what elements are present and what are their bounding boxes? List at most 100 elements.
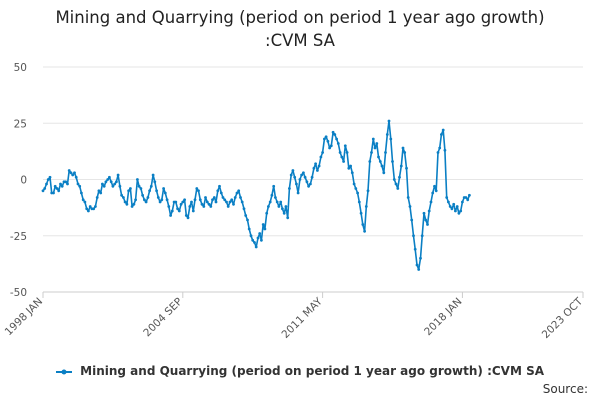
- x-tick-label: 1998 JAN: [3, 296, 45, 338]
- data-point: [452, 202, 456, 206]
- data-point: [291, 169, 295, 172]
- data-point: [205, 200, 209, 204]
- data-point: [275, 200, 279, 204]
- data-point: [329, 144, 333, 148]
- data-point: [396, 187, 400, 190]
- data-point: [167, 205, 171, 208]
- data-point: [104, 180, 108, 184]
- data-point: [254, 245, 258, 249]
- data-point: [434, 189, 438, 193]
- data-point: [76, 182, 80, 186]
- data-point: [235, 191, 239, 195]
- data-point: [92, 207, 96, 211]
- data-point: [312, 166, 316, 170]
- data-point: [111, 184, 115, 188]
- data-point: [209, 205, 213, 208]
- data-point: [120, 193, 123, 197]
- data-point: [118, 184, 122, 188]
- data-point: [399, 164, 403, 168]
- data-point: [336, 142, 340, 145]
- data-point: [364, 205, 368, 208]
- data-point: [198, 198, 202, 202]
- data-point: [129, 187, 132, 190]
- data-point: [163, 191, 167, 195]
- data-point: [375, 142, 379, 145]
- data-point: [284, 205, 288, 208]
- data-point: [139, 187, 143, 190]
- data-point: [408, 205, 412, 208]
- data-point: [450, 207, 454, 211]
- data-point: [296, 191, 300, 195]
- data-point: [340, 155, 344, 159]
- data-point: [352, 182, 356, 186]
- data-point: [162, 187, 166, 190]
- data-point: [420, 234, 424, 238]
- y-tick-label: -50: [10, 287, 27, 299]
- data-point: [286, 216, 290, 220]
- data-point: [422, 211, 426, 215]
- data-point: [204, 196, 207, 199]
- legend[interactable]: Mining and Quarrying (period on period 1…: [0, 364, 600, 378]
- data-point: [195, 187, 199, 190]
- data-point: [45, 182, 48, 186]
- data-point: [59, 182, 62, 186]
- data-point: [228, 200, 232, 204]
- data-point: [55, 187, 59, 190]
- data-point: [406, 196, 410, 199]
- y-tick-label: 0: [20, 175, 27, 187]
- data-point: [253, 241, 256, 244]
- data-point: [293, 175, 297, 179]
- data-point: [317, 164, 321, 168]
- data-point: [141, 193, 145, 197]
- data-point: [74, 175, 78, 179]
- data-point: [429, 200, 433, 204]
- data-point: [427, 209, 431, 213]
- data-point: [303, 175, 307, 179]
- data-point: [122, 196, 125, 199]
- data-point: [218, 184, 221, 188]
- data-point: [53, 184, 57, 188]
- data-point: [345, 151, 349, 154]
- data-point: [295, 182, 298, 186]
- data-point: [102, 184, 106, 188]
- data-point: [347, 166, 351, 170]
- data-point: [398, 175, 401, 179]
- data-point: [263, 227, 267, 231]
- data-point: [176, 207, 180, 211]
- data-point: [73, 171, 76, 175]
- data-point: [305, 180, 309, 184]
- data-point: [333, 133, 337, 136]
- data-point: [464, 196, 468, 199]
- data-point: [274, 196, 277, 199]
- chart-title-line-1: Mining and Quarrying (period on period 1…: [55, 8, 545, 27]
- data-point: [94, 205, 97, 208]
- data-point: [363, 229, 366, 233]
- data-point: [132, 202, 136, 206]
- x-tick-label: 2004 SEP: [141, 296, 185, 340]
- data-point: [300, 173, 303, 177]
- data-point: [382, 171, 386, 175]
- data-point: [99, 191, 103, 195]
- data-point: [350, 171, 354, 175]
- data-point: [181, 200, 185, 204]
- data-point: [249, 234, 253, 238]
- data-point: [155, 189, 159, 193]
- data-point: [69, 171, 73, 175]
- data-point: [186, 216, 190, 220]
- data-point: [417, 268, 421, 271]
- chart-title: Mining and Quarrying (period on period 1…: [0, 6, 600, 52]
- data-point: [146, 196, 150, 199]
- data-point: [335, 137, 338, 141]
- data-point: [246, 218, 249, 222]
- data-point: [116, 173, 120, 177]
- data-point: [282, 211, 286, 215]
- data-point: [272, 184, 276, 188]
- data-point: [384, 151, 387, 154]
- data-point: [267, 205, 270, 208]
- data-point: [64, 180, 68, 184]
- data-point: [160, 198, 164, 202]
- data-point: [307, 184, 310, 188]
- data-point: [371, 137, 375, 141]
- data-point: [149, 184, 153, 188]
